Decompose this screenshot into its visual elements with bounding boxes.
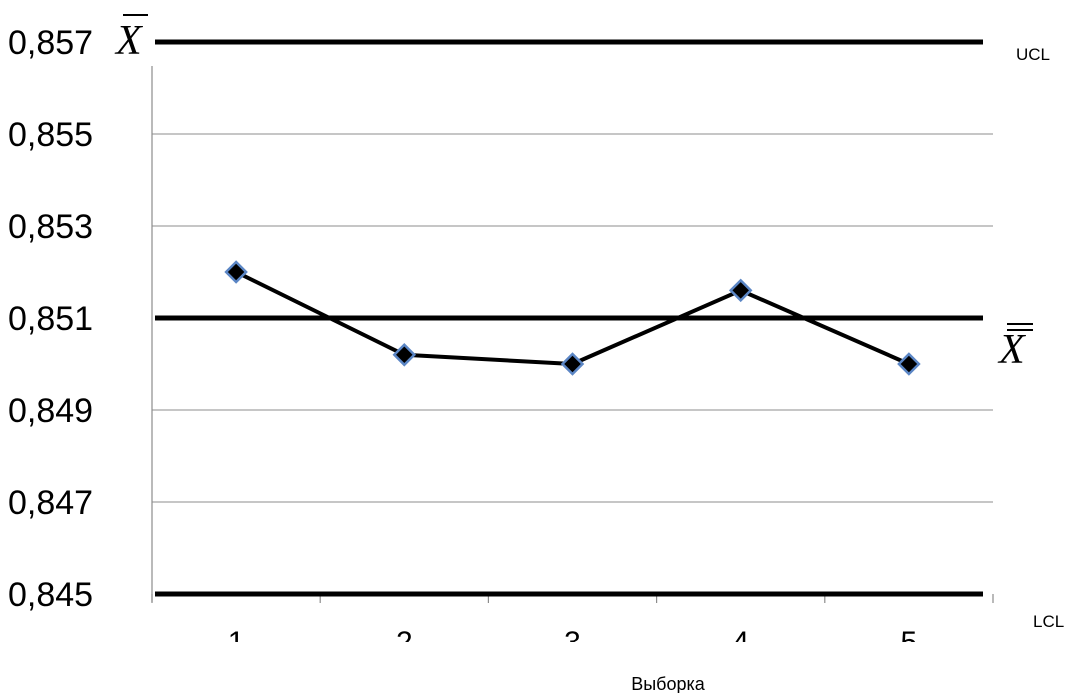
category-label-clip bbox=[160, 642, 960, 672]
data-point bbox=[560, 352, 585, 376]
control-lines bbox=[155, 39, 983, 597]
data-point bbox=[392, 343, 417, 367]
y-tick-label: 0,849 bbox=[8, 392, 93, 430]
axes bbox=[151, 66, 994, 603]
ucl-label: UCL bbox=[1016, 45, 1050, 64]
y-tick-label: 0,845 bbox=[8, 576, 93, 614]
y-tick-label: 0,853 bbox=[8, 208, 93, 246]
y-tick-label: 0,851 bbox=[8, 300, 93, 338]
y-tick-label: 0,857 bbox=[8, 24, 93, 62]
x-axis-title: Выборка bbox=[631, 674, 706, 693]
gridlines bbox=[152, 133, 993, 503]
chart-labels: 0,8450,8470,8490,8510,8530,8550,85712345… bbox=[8, 14, 1064, 693]
data-point bbox=[897, 352, 921, 376]
data-point bbox=[728, 278, 753, 303]
y-tick-label: 0,855 bbox=[8, 116, 93, 154]
center-line-symbol: X bbox=[997, 327, 1027, 373]
x-bar-symbol: X bbox=[114, 18, 144, 64]
lcl-label: LCL bbox=[1033, 612, 1064, 631]
data-point bbox=[224, 260, 248, 284]
data-series bbox=[224, 260, 921, 376]
y-tick-label: 0,847 bbox=[8, 484, 93, 522]
